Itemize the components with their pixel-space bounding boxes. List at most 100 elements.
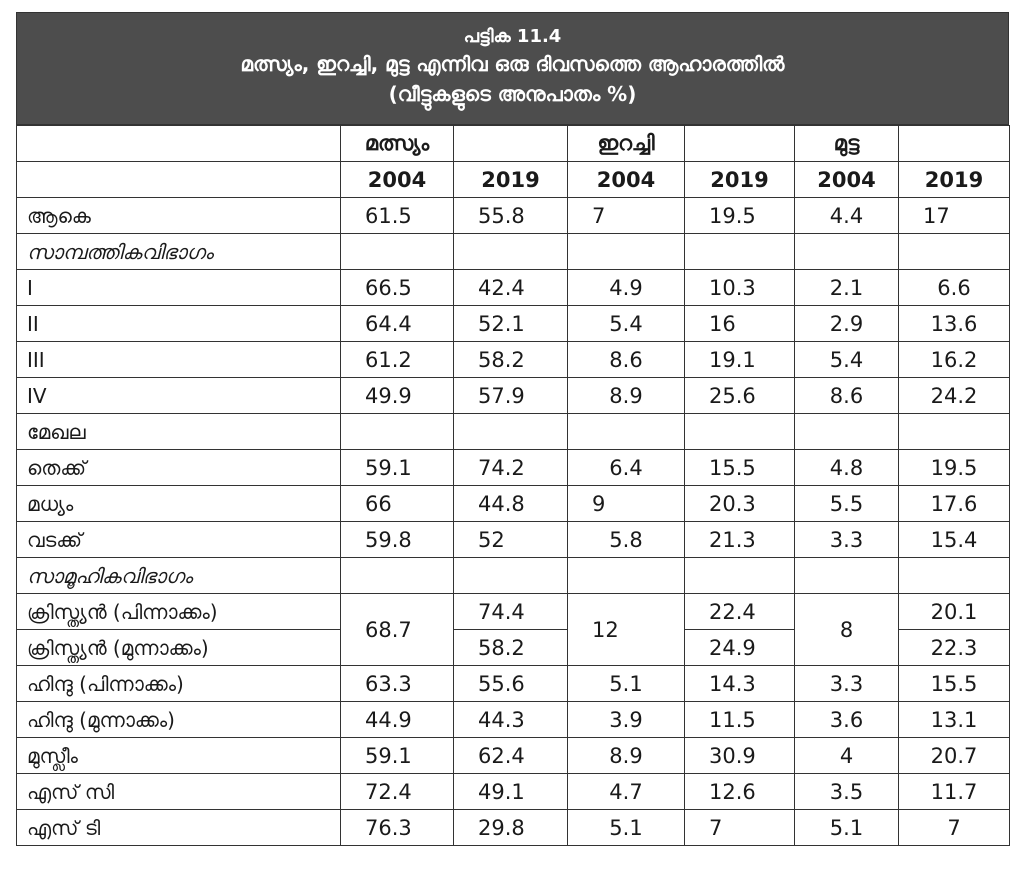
cell-value: 14.3	[684, 665, 795, 702]
header-empty-cell	[16, 125, 341, 162]
table-title: മത്സ്യം, ഇറച്ചി, മുട്ട എന്നിവ ഒരു ദിവസത്…	[240, 52, 785, 76]
cell-value: 5.4	[794, 341, 899, 378]
cell-value: 11.5	[684, 701, 795, 738]
cell-value: 59.1	[340, 449, 454, 486]
group-egg: മുട്ട	[794, 125, 899, 162]
year-header: 2004	[340, 161, 454, 198]
cell-value-merged: 12	[567, 593, 685, 666]
cell-value: 20.1	[898, 593, 1010, 630]
cell-value: 8.6	[567, 341, 685, 378]
table-row: മധ്യം 66 44.8 9 20.3 5.5 17.6	[16, 485, 1010, 522]
cell-value: 21.3	[684, 521, 795, 558]
table-row: മുസ്ലീം 59.1 62.4 8.9 30.9 4 20.7	[16, 737, 1010, 774]
cell-value: 6.4	[567, 449, 685, 486]
cell-value: 52	[453, 521, 568, 558]
table-row: ആകെ 61.5 55.8 7 19.5 4.4 17	[16, 197, 1010, 234]
cell-value: 8.9	[567, 377, 685, 414]
cell-value: 49.1	[453, 773, 568, 810]
cell-value: 3.3	[794, 665, 899, 702]
cell-value: 16.2	[898, 341, 1010, 378]
cell-value: 5.5	[794, 485, 899, 522]
cell-value: 22.3	[898, 629, 1010, 666]
row-label: എസ് സി	[16, 773, 341, 810]
row-label: I	[16, 269, 341, 306]
row-label: ക്രിസ്ത്യൻ (മുന്നാക്കം)	[16, 629, 341, 666]
row-label: ഹിന്ദു (പിന്നാക്കം)	[16, 665, 341, 702]
header-empty-cell	[453, 125, 568, 162]
table-row: തെക്ക് 59.1 74.2 6.4 15.5 4.8 19.5	[16, 449, 1010, 486]
cell-value: 10.3	[684, 269, 795, 306]
cell-value: 52.1	[453, 305, 568, 342]
year-header: 2004	[567, 161, 685, 198]
table-row: എസ് ടി 76.3 29.8 5.1 7 5.1 7	[16, 809, 1010, 846]
cell-value: 7	[898, 809, 1010, 846]
cell-value: 3.9	[567, 701, 685, 738]
cell-value: 19.1	[684, 341, 795, 378]
cell-value: 74.4	[453, 593, 568, 630]
cell-value: 4.4	[794, 197, 899, 234]
cell-value: 49.9	[340, 377, 454, 414]
cell-value: 3.3	[794, 521, 899, 558]
section-label: മേഖല	[16, 413, 341, 450]
cell-value: 13.1	[898, 701, 1010, 738]
cell-value: 4.8	[794, 449, 899, 486]
row-label: III	[16, 341, 341, 378]
table-container: പട്ടിക 11.4 മത്സ്യം, ഇറച്ചി, മുട്ട എന്നി…	[16, 12, 1010, 846]
year-header: 2019	[453, 161, 568, 198]
cell-value: 25.6	[684, 377, 795, 414]
header-empty-cell	[16, 161, 341, 198]
cell-value: 66.5	[340, 269, 454, 306]
table-row: II 64.4 52.1 5.4 16 2.9 13.6	[16, 305, 1010, 342]
cell-value: 4	[794, 737, 899, 774]
cell-value: 19.5	[898, 449, 1010, 486]
cell-value: 4.9	[567, 269, 685, 306]
row-label: വടക്ക്	[16, 521, 341, 558]
cell-value: 8.6	[794, 377, 899, 414]
cell-value: 6.6	[898, 269, 1010, 306]
cell-value: 42.4	[453, 269, 568, 306]
row-label: ക്രിസ്ത്യൻ (പിന്നാക്കം)	[16, 593, 341, 630]
cell-value: 30.9	[684, 737, 795, 774]
cell-value: 11.7	[898, 773, 1010, 810]
header-empty-cell	[898, 125, 1010, 162]
table-subtitle: (വീട്ടുകളുടെ അനുപാതം %)	[388, 82, 637, 106]
cell-value: 5.4	[567, 305, 685, 342]
row-label: ഹിന്ദു (മുന്നാക്കം)	[16, 701, 341, 738]
cell-value: 3.5	[794, 773, 899, 810]
cell-value: 16	[684, 305, 795, 342]
table-row: എസ് സി 72.4 49.1 4.7 12.6 3.5 11.7	[16, 773, 1010, 810]
cell-value: 58.2	[453, 341, 568, 378]
cell-value-merged: 68.7	[340, 593, 454, 666]
cell-value: 55.8	[453, 197, 568, 234]
row-label: IV	[16, 377, 341, 414]
cell-value: 72.4	[340, 773, 454, 810]
cell-value: 76.3	[340, 809, 454, 846]
table-row: I 66.5 42.4 4.9 10.3 2.1 6.6	[16, 269, 1010, 306]
cell-value: 44.9	[340, 701, 454, 738]
cell-value: 22.4	[684, 593, 795, 630]
year-header-row: 2004 2019 2004 2019 2004 2019	[16, 161, 1010, 198]
cell-value: 15.4	[898, 521, 1010, 558]
data-table: മത്സ്യം ഇറച്ചി മുട്ട 2004 2019 2004 2019…	[16, 125, 1010, 846]
table-title-bar: പട്ടിക 11.4 മത്സ്യം, ഇറച്ചി, മുട്ട എന്നി…	[16, 12, 1009, 125]
cell-value: 59.1	[340, 737, 454, 774]
cell-value: 58.2	[453, 629, 568, 666]
table-row: ഹിന്ദു (മുന്നാക്കം) 44.9 44.3 3.9 11.5 3…	[16, 701, 1010, 738]
cell-value: 5.1	[567, 665, 685, 702]
year-header: 2004	[794, 161, 899, 198]
cell-value: 5.8	[567, 521, 685, 558]
year-header: 2019	[684, 161, 795, 198]
cell-value: 5.1	[794, 809, 899, 846]
cell-value: 19.5	[684, 197, 795, 234]
row-label: മധ്യം	[16, 485, 341, 522]
cell-value: 9	[567, 485, 685, 522]
row-label: II	[16, 305, 341, 342]
cell-value: 4.7	[567, 773, 685, 810]
cell-value: 15.5	[898, 665, 1010, 702]
table-row: IV 49.9 57.9 8.9 25.6 8.6 24.2	[16, 377, 1010, 414]
group-header-row: മത്സ്യം ഇറച്ചി മുട്ട	[16, 125, 1010, 162]
cell-value: 15.5	[684, 449, 795, 486]
cell-value: 7	[684, 809, 795, 846]
table-number: പട്ടിക 11.4	[463, 26, 562, 47]
cell-value: 2.9	[794, 305, 899, 342]
